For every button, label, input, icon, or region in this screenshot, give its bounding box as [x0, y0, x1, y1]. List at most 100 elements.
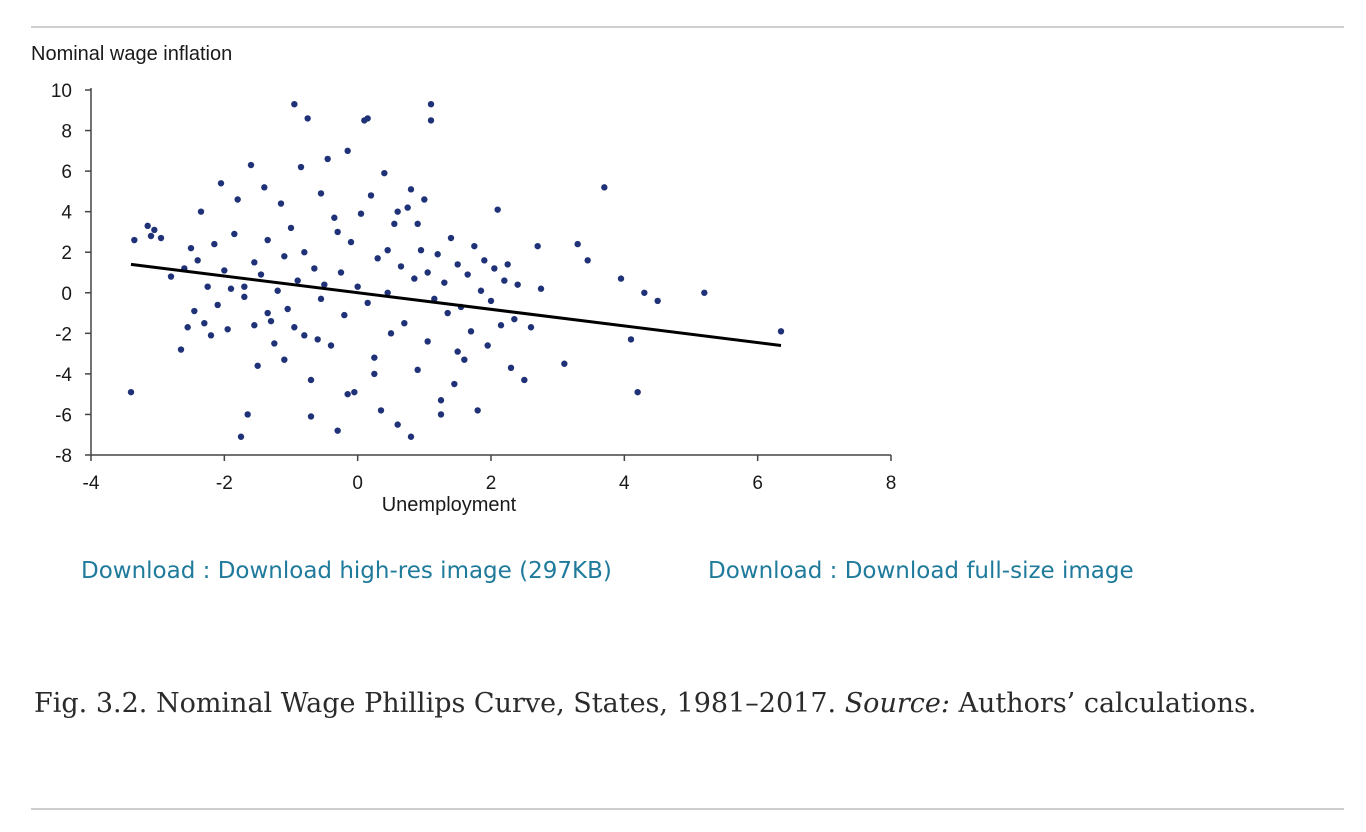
data-point — [234, 196, 241, 203]
x-tick-label: -2 — [216, 473, 233, 494]
data-point — [224, 326, 231, 333]
data-point — [131, 236, 138, 244]
download-full-size-link[interactable]: Download : Download full-size image — [708, 558, 1134, 584]
figure-caption-text: Nominal Wage Phillips Curve, States, 198… — [155, 688, 837, 719]
data-point — [227, 285, 235, 292]
data-point — [344, 147, 351, 155]
y-tick-label: 10 — [51, 81, 72, 102]
data-point — [424, 269, 431, 276]
data-point — [251, 259, 258, 266]
data-point — [464, 271, 471, 278]
data-point — [334, 228, 341, 236]
data-point — [534, 242, 541, 250]
data-point — [371, 370, 378, 378]
data-point — [407, 186, 415, 193]
data-point — [374, 255, 381, 262]
data-point — [617, 275, 625, 282]
data-point — [371, 354, 378, 361]
y-tick-label: 4 — [61, 203, 72, 224]
data-point — [497, 322, 505, 329]
data-point — [701, 289, 708, 296]
data-point — [537, 285, 545, 292]
data-point — [274, 287, 281, 294]
data-point — [281, 253, 288, 260]
data-point — [334, 427, 341, 434]
data-point — [264, 309, 271, 317]
data-point — [507, 364, 515, 372]
data-point — [474, 407, 481, 414]
data-point — [584, 257, 591, 264]
data-point — [467, 328, 475, 335]
data-point — [194, 257, 201, 264]
data-point — [184, 324, 191, 331]
data-point — [287, 224, 295, 232]
data-point — [251, 322, 258, 329]
data-point — [441, 279, 448, 286]
data-point — [401, 319, 408, 327]
download-high-res-link[interactable]: Download : Download high-res image (297K… — [81, 558, 612, 584]
data-point — [511, 315, 518, 323]
data-point — [247, 161, 255, 169]
data-point — [264, 236, 271, 244]
figure-caption: Fig. 3.2. Nominal Wage Phillips Curve, S… — [34, 688, 1324, 719]
data-point — [427, 100, 435, 108]
bottom-divider — [31, 808, 1344, 810]
data-point — [414, 366, 421, 374]
data-point — [491, 265, 498, 272]
fit-line — [130, 262, 782, 347]
y-tick-label: -2 — [55, 324, 72, 345]
data-point — [324, 155, 331, 163]
data-point — [284, 305, 291, 313]
data-point — [487, 297, 495, 305]
data-point — [314, 336, 321, 343]
data-point — [211, 240, 218, 248]
data-point — [414, 220, 421, 228]
data-point — [351, 388, 358, 396]
data-point — [397, 263, 405, 270]
x-tick-label: 0 — [352, 473, 363, 494]
data-point — [384, 246, 391, 254]
data-point — [364, 115, 371, 122]
data-point — [501, 277, 508, 284]
data-point — [407, 433, 415, 440]
y-tick-label: 0 — [61, 284, 72, 305]
data-point — [417, 246, 425, 254]
data-point — [364, 299, 371, 307]
x-tick-label: -4 — [83, 473, 100, 494]
data-point — [144, 222, 151, 230]
download-links: Download : Download high-res image (297K… — [81, 558, 1281, 592]
y-axis-title: Nominal wage inflation — [31, 43, 232, 65]
data-point — [777, 328, 785, 335]
data-point — [301, 249, 308, 256]
data-point — [241, 293, 248, 301]
data-point — [471, 242, 478, 250]
y-tick-label: 2 — [61, 243, 72, 264]
data-point — [381, 169, 388, 177]
data-point — [317, 295, 325, 303]
data-point — [201, 319, 208, 327]
data-point — [221, 267, 228, 274]
data-point — [304, 115, 311, 122]
data-point — [394, 421, 401, 428]
data-point — [127, 388, 135, 396]
data-point — [477, 287, 485, 294]
data-point — [157, 234, 165, 242]
data-point — [527, 324, 535, 331]
data-point — [504, 261, 511, 268]
source-label: Source: — [844, 688, 950, 719]
data-point — [204, 283, 211, 290]
data-point — [454, 261, 461, 268]
data-point — [627, 336, 635, 343]
x-tick-label: 6 — [752, 473, 763, 494]
data-point — [427, 117, 435, 124]
data-point — [377, 407, 385, 414]
data-point — [187, 244, 195, 252]
data-point — [354, 283, 361, 290]
data-point — [431, 295, 438, 303]
data-point — [191, 307, 198, 315]
data-point — [514, 281, 521, 288]
data-point — [291, 324, 298, 331]
data-point — [167, 273, 175, 280]
data-point — [294, 277, 301, 284]
y-tick-label: -8 — [55, 446, 72, 467]
